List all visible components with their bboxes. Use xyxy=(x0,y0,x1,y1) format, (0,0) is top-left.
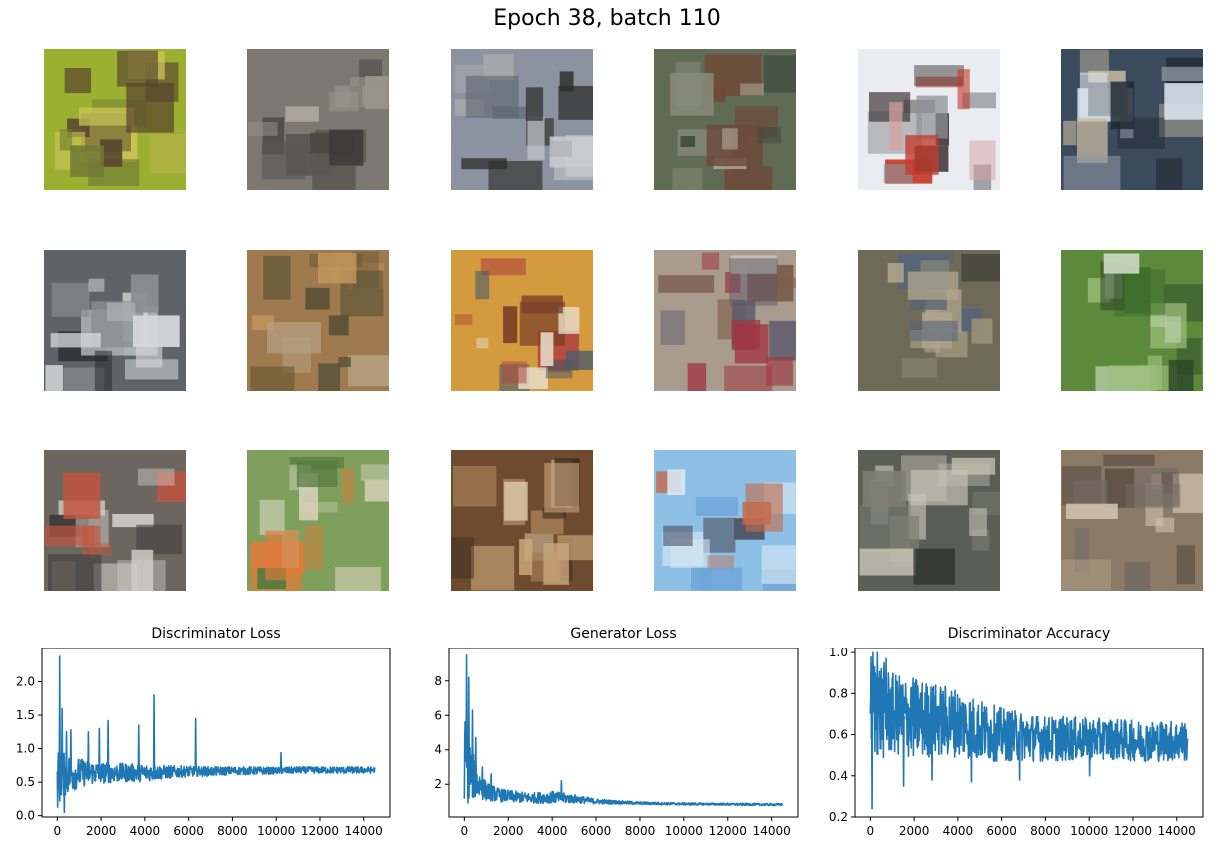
generated-sample-image xyxy=(1061,49,1203,190)
y-tick-label: 4 xyxy=(434,743,442,757)
figure-title: Epoch 38, batch 110 xyxy=(493,6,721,31)
y-tick-label: 0.0 xyxy=(16,809,35,823)
x-tick-label: 8000 xyxy=(1030,824,1061,838)
x-tick-label: 6000 xyxy=(581,824,612,838)
generated-sample-image xyxy=(44,450,186,591)
discriminator-accuracy-title: Discriminator Accuracy xyxy=(947,626,1111,642)
x-tick-label: 10000 xyxy=(257,824,295,838)
y-tick-label: 0.4 xyxy=(829,769,848,783)
y-tick-label: 0.2 xyxy=(829,810,848,824)
generated-sample-image xyxy=(858,250,1000,391)
y-tick-label: 0.8 xyxy=(829,686,848,700)
x-tick-label: 10000 xyxy=(1070,824,1108,838)
x-tick-label: 2000 xyxy=(899,824,930,838)
generator-loss-chart: 0 2000 4000 6000 8000 10000 12000 14000 2 4 6 8 xyxy=(434,648,799,838)
y-tick-label: 0.6 xyxy=(829,728,848,742)
x-tick-label: 12000 xyxy=(301,824,339,838)
x-tick-label: 12000 xyxy=(1114,824,1152,838)
x-tick-label: 6000 xyxy=(986,824,1017,838)
generated-sample-image xyxy=(247,49,389,190)
x-tick-label: 14000 xyxy=(753,824,791,838)
series-line xyxy=(56,655,376,814)
x-tick-label: 8000 xyxy=(217,824,248,838)
generated-sample-image xyxy=(654,250,796,391)
generated-sample-image xyxy=(654,49,796,190)
y-tick-label: 2.0 xyxy=(16,675,35,689)
x-tick-label: 4000 xyxy=(130,824,161,838)
y-tick-label: 1.0 xyxy=(16,742,35,756)
generated-sample-image xyxy=(247,450,389,591)
generator-loss-title: Generator Loss xyxy=(570,626,677,642)
x-tick-label: 14000 xyxy=(345,824,383,838)
series-line xyxy=(869,651,1189,810)
x-tick-label: 0 xyxy=(461,824,469,838)
generated-sample-image xyxy=(44,250,186,391)
generated-sample-image xyxy=(858,450,1000,591)
x-tick-label: 0 xyxy=(54,824,62,838)
y-tick-label: 6 xyxy=(434,708,442,722)
y-tick-label: 1.5 xyxy=(16,708,35,722)
x-tick-label: 10000 xyxy=(665,824,703,838)
generated-sample-image xyxy=(451,250,593,391)
discriminator-loss-title: Discriminator Loss xyxy=(151,626,281,642)
axes-frame xyxy=(854,648,1204,818)
y-tick-label: 2 xyxy=(434,777,442,791)
discriminator-accuracy-chart: 0 2000 4000 6000 8000 10000 12000 14000 0.2 0.4 0.… xyxy=(829,648,1204,838)
axes-frame xyxy=(448,648,799,818)
x-tick-label: 8000 xyxy=(625,824,656,838)
x-tick-label: 0 xyxy=(867,824,875,838)
y-tick-label: 1.0 xyxy=(829,648,848,659)
discriminator-loss-chart: 0 2000 4000 6000 8000 10000 12000 14000 0.0 0.5 1.… xyxy=(16,648,391,838)
generated-sample-image xyxy=(44,49,186,190)
y-tick-label: 0.5 xyxy=(16,775,35,789)
generated-sample-image xyxy=(1061,250,1203,391)
generated-sample-image xyxy=(1061,450,1203,591)
generated-sample-image xyxy=(654,450,796,591)
x-tick-label: 4000 xyxy=(943,824,974,838)
x-tick-label: 12000 xyxy=(709,824,747,838)
series-line xyxy=(463,654,784,807)
x-tick-label: 4000 xyxy=(537,824,568,838)
generated-sample-image xyxy=(247,250,389,391)
y-tick-label: 8 xyxy=(434,674,442,688)
x-tick-label: 2000 xyxy=(493,824,524,838)
generated-sample-image xyxy=(858,49,1000,190)
x-tick-label: 6000 xyxy=(173,824,204,838)
x-tick-label: 2000 xyxy=(86,824,117,838)
x-tick-label: 14000 xyxy=(1158,824,1196,838)
generated-sample-image xyxy=(451,49,593,190)
generated-sample-image xyxy=(451,450,593,591)
axes-frame xyxy=(41,648,391,818)
